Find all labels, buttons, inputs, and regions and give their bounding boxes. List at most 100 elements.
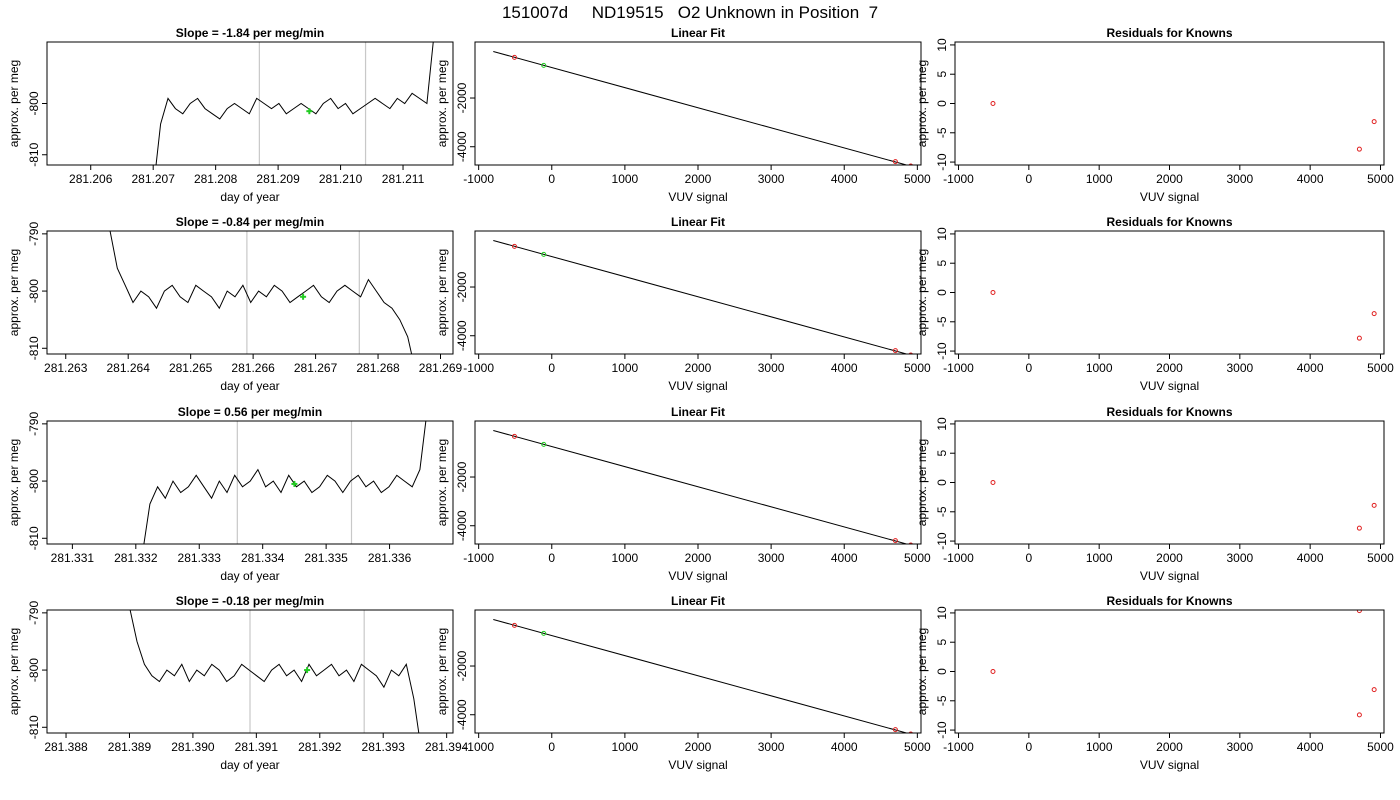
y-axis-label: approx. per meg	[7, 249, 21, 336]
data-point	[541, 251, 547, 257]
y-tick-label: 5	[935, 260, 949, 267]
data-point	[1356, 335, 1362, 341]
plot-frame	[954, 609, 1385, 734]
x-tick-label: 3000	[758, 361, 785, 375]
y-axis-label: approx. per meg	[435, 249, 449, 336]
x-tick-label: 2000	[685, 740, 712, 754]
y-tick-label: -810	[27, 715, 41, 739]
x-tick-label: 281.392	[298, 740, 342, 754]
x-tick-label: 4000	[1297, 740, 1324, 754]
chart-title: Linear Fit	[671, 26, 725, 40]
x-tick-label: 2000	[685, 172, 712, 186]
y-tick-label: -810	[27, 142, 41, 166]
x-tick-label: -1000	[943, 740, 974, 754]
y-tick-label: -810	[27, 526, 41, 550]
y-tick-label: 10	[935, 227, 949, 241]
series-line	[143, 421, 427, 544]
x-tick-label: 4000	[1297, 551, 1324, 565]
x-axis-label: VUV signal	[1140, 190, 1199, 204]
x-tick-label: 281.333	[178, 551, 222, 565]
chart-plot-area	[493, 430, 914, 544]
y-tick-label: -5	[935, 127, 949, 138]
y-tick-label: -800	[27, 658, 41, 682]
data-point	[892, 538, 898, 544]
y-axis-label: approx. per meg	[915, 439, 929, 526]
x-tick-label: 281.335	[304, 551, 348, 565]
x-tick-label: 0	[1026, 361, 1033, 375]
x-tick-label: 5000	[1367, 551, 1394, 565]
chart-panel: Slope = -0.18 per meg/min 281.388 281.389 2…	[7, 594, 469, 772]
chart-title: Residuals for Knowns	[1106, 594, 1232, 608]
y-tick-label: -10	[935, 721, 949, 739]
chart-panel: Linear Fit -1000 0 1000 2000 3000 4000 5000 -400…	[435, 405, 931, 583]
x-axis-label: day of year	[220, 190, 279, 204]
x-tick-label: 4000	[1297, 361, 1324, 375]
data-point	[892, 159, 898, 165]
y-axis-label: approx. per meg	[435, 60, 449, 147]
x-tick-label: 281.336	[368, 551, 412, 565]
data-point	[990, 480, 996, 485]
y-tick-label: -10	[935, 342, 949, 360]
x-tick-label: 281.207	[131, 172, 175, 186]
chart-plot-area	[990, 480, 1377, 531]
x-tick-label: 281.331	[51, 551, 95, 565]
x-tick-label: 3000	[1226, 740, 1253, 754]
x-tick-label: 2000	[1156, 551, 1183, 565]
x-tick-label: 0	[1026, 172, 1033, 186]
x-tick-label: 2000	[1156, 172, 1183, 186]
x-tick-label: 2000	[1156, 740, 1183, 754]
chart-panel: Slope = -1.84 per meg/min 281.206 281.207 2…	[7, 26, 454, 204]
x-tick-label: 3000	[1226, 172, 1253, 186]
y-tick-label: -2000	[455, 650, 469, 681]
x-tick-label: -1000	[943, 551, 974, 565]
x-tick-label: 5000	[904, 740, 931, 754]
chart-title: Slope = -1.84 per meg/min	[176, 26, 324, 40]
x-tick-label: 281.265	[169, 361, 213, 375]
data-point	[990, 669, 996, 674]
data-point	[1371, 502, 1377, 508]
x-tick-label: 5000	[904, 172, 931, 186]
chart-title: Slope = 0.56 per meg/min	[178, 405, 322, 419]
x-tick-label: 281.263	[44, 361, 88, 375]
x-tick-label: 281.388	[44, 740, 88, 754]
x-tick-label: 4000	[1297, 172, 1324, 186]
x-tick-label: 2000	[685, 551, 712, 565]
x-tick-label: 1000	[612, 551, 639, 565]
x-tick-label: 281.394	[425, 740, 469, 754]
x-tick-label: 1000	[1086, 172, 1113, 186]
chart-plot-area	[990, 101, 1377, 152]
chart-panel: Linear Fit -1000 0 1000 2000 3000 4000 5000 -400…	[435, 215, 931, 393]
x-tick-label: 3000	[758, 172, 785, 186]
x-tick-label: 281.211	[382, 172, 425, 186]
x-tick-label: -1000	[463, 172, 494, 186]
y-tick-label: 5	[935, 450, 949, 457]
data-point	[990, 290, 996, 295]
chart-panel: Residuals for Knowns -1000 0 1000 2000 3000 40…	[915, 215, 1394, 393]
y-axis-label: approx. per meg	[7, 439, 21, 526]
plot-frame	[954, 230, 1385, 355]
x-tick-label: 5000	[904, 361, 931, 375]
chart-plot-area	[493, 619, 914, 733]
x-tick-label: -1000	[463, 551, 494, 565]
y-tick-label: -2000	[455, 461, 469, 492]
x-tick-label: 0	[548, 551, 555, 565]
y-tick-label: -800	[27, 279, 41, 303]
x-axis-label: day of year	[220, 758, 279, 772]
chart-panel: Slope = -0.84 per meg/min 281.263 281.264 2…	[7, 215, 463, 393]
data-point	[511, 622, 517, 628]
y-axis-label: approx. per meg	[435, 628, 449, 715]
x-axis-label: VUV signal	[668, 379, 727, 393]
series-line	[155, 42, 434, 165]
x-tick-label: 5000	[1367, 172, 1394, 186]
x-tick-label: 3000	[1226, 551, 1253, 565]
chart-panel: Linear Fit -1000 0 1000 2000 3000 4000 5000 -400…	[435, 26, 931, 204]
x-axis-label: day of year	[220, 379, 279, 393]
x-tick-label: 1000	[1086, 551, 1113, 565]
x-tick-label: 281.391	[235, 740, 279, 754]
chart-plot-area	[990, 290, 1377, 341]
data-point	[908, 163, 914, 165]
y-tick-label: -2000	[455, 271, 469, 302]
x-tick-label: 2000	[685, 361, 712, 375]
data-point	[541, 441, 547, 447]
x-tick-label: 4000	[831, 361, 858, 375]
